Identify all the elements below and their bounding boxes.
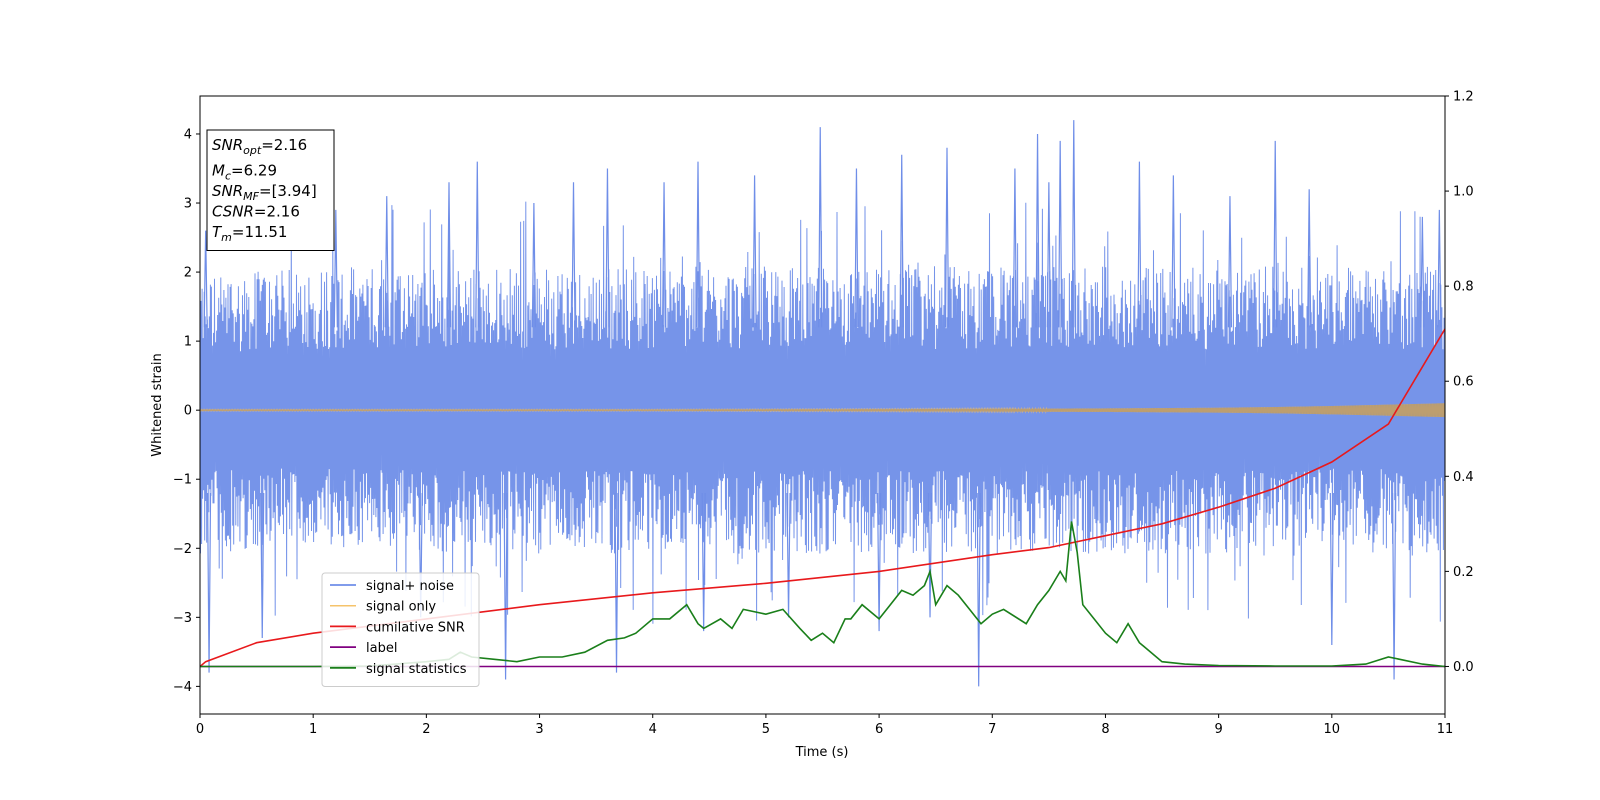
legend-label: signal only: [366, 600, 436, 615]
legend: signal+ noise signal only cumilative SNR la…: [321, 572, 480, 687]
noise-spike: [384, 196, 389, 328]
y-tick-label: −1: [173, 473, 192, 488]
noise-spike: [1046, 182, 1051, 328]
annotation-line: SNRMF=[3.94]: [212, 182, 317, 203]
series-signal-statistics: [200, 521, 1445, 668]
x-tick-label: 0: [196, 722, 204, 737]
x-tick-label: 8: [1101, 722, 1109, 737]
noise-spike: [1171, 175, 1176, 328]
noise-spike: [1227, 196, 1233, 328]
noise-spike: [899, 154, 904, 328]
legend-label: label: [366, 641, 397, 656]
annotation-line: Tm=11.51: [212, 223, 287, 244]
annotation-line: SNRopt=2.16: [212, 136, 307, 157]
noise-spike: [818, 127, 823, 328]
y-right-tick-label: 0.6: [1453, 375, 1474, 390]
y-right-tick-label: 0.2: [1453, 565, 1474, 580]
y-axis-label: Whitened strain: [150, 353, 165, 456]
noise-spike: [1012, 168, 1018, 328]
series-signal-only: [200, 403, 1445, 418]
legend-entry: cumilative SNR: [330, 620, 465, 635]
noise-spike: [605, 168, 610, 328]
x-tick-label: 11: [1437, 722, 1454, 737]
x-tick-label: 1: [309, 722, 317, 737]
noise-spike: [1437, 209, 1442, 328]
y-tick-label: 3: [184, 197, 192, 212]
noise-spike: [1137, 161, 1142, 328]
y-tick-label: 1: [184, 335, 192, 350]
y-tick-label: −2: [173, 542, 192, 557]
noise-spike: [203, 230, 208, 328]
y-right-tick-label: 0.0: [1453, 660, 1474, 675]
x-tick-label: 7: [988, 722, 996, 737]
y-axis-right: 0.0 0.2 0.4 0.6 0.8 1.0 1.2: [1445, 90, 1474, 675]
legend-label: signal+ noise: [366, 579, 454, 594]
y-tick-label: −3: [173, 611, 192, 626]
x-tick-label: 3: [535, 722, 543, 737]
x-axis: 0 1 2 3 4 5 6 7 8 9 10 11: [196, 714, 1453, 737]
annotation-frame: [206, 129, 335, 251]
legend-entry: signal+ noise: [330, 579, 454, 594]
noise-spike: [1420, 216, 1425, 328]
y-tick-label: 0: [184, 404, 192, 419]
noise-spike: [927, 493, 933, 618]
chirp-envelope: [200, 403, 1445, 418]
legend-label: signal statistics: [366, 662, 467, 677]
legend-frame: [321, 572, 480, 687]
legend-entry: label: [330, 641, 397, 656]
annotation-line: Mc=6.29: [212, 162, 277, 183]
y-right-tick-label: 1.0: [1453, 185, 1474, 200]
y-right-tick-label: 0.8: [1453, 280, 1474, 295]
x-tick-label: 6: [875, 722, 883, 737]
noise-spike: [475, 161, 480, 328]
x-tick-label: 10: [1324, 722, 1341, 737]
noise-spike: [752, 175, 757, 328]
noise-spike: [786, 493, 791, 618]
noise-spike: [571, 182, 576, 328]
y-tick-label: 4: [184, 127, 192, 142]
noise-spike: [1058, 140, 1063, 328]
noise-spike: [1035, 133, 1040, 328]
y-axis-left: −4 −3 −2 −1 0 1 2 3 4: [173, 127, 200, 695]
noise-spike: [1307, 189, 1312, 328]
x-tick-label: 5: [762, 722, 770, 737]
y-tick-label: −4: [173, 680, 192, 695]
noise-spike: [695, 161, 701, 328]
noise-spike: [333, 209, 338, 328]
noise-spike: [854, 168, 859, 328]
y-right-tick-label: 0.4: [1453, 470, 1474, 485]
noise-spike: [1273, 140, 1278, 328]
noise-spike: [446, 182, 452, 328]
legend-entry: signal only: [330, 600, 436, 615]
series-cumilative-snr: [200, 328, 1445, 668]
y-right-tick-label: 1.2: [1453, 90, 1474, 105]
noise-spike: [944, 147, 950, 328]
x-tick-label: 2: [422, 722, 430, 737]
y-tick-label: 2: [184, 266, 192, 281]
annotation-line: CSNR=2.16: [212, 203, 300, 221]
x-tick-label: 4: [649, 722, 657, 737]
noise-spike: [661, 182, 667, 328]
noise-trace: [200, 201, 1445, 624]
noise-spike: [531, 203, 536, 328]
noise-spike: [1071, 120, 1076, 328]
legend-label: cumilative SNR: [366, 620, 465, 635]
axes-frame: [199, 95, 1446, 715]
x-tick-label: 9: [1214, 722, 1222, 737]
x-axis-label: Time (s): [795, 745, 849, 760]
legend-entry: signal statistics: [330, 662, 467, 677]
